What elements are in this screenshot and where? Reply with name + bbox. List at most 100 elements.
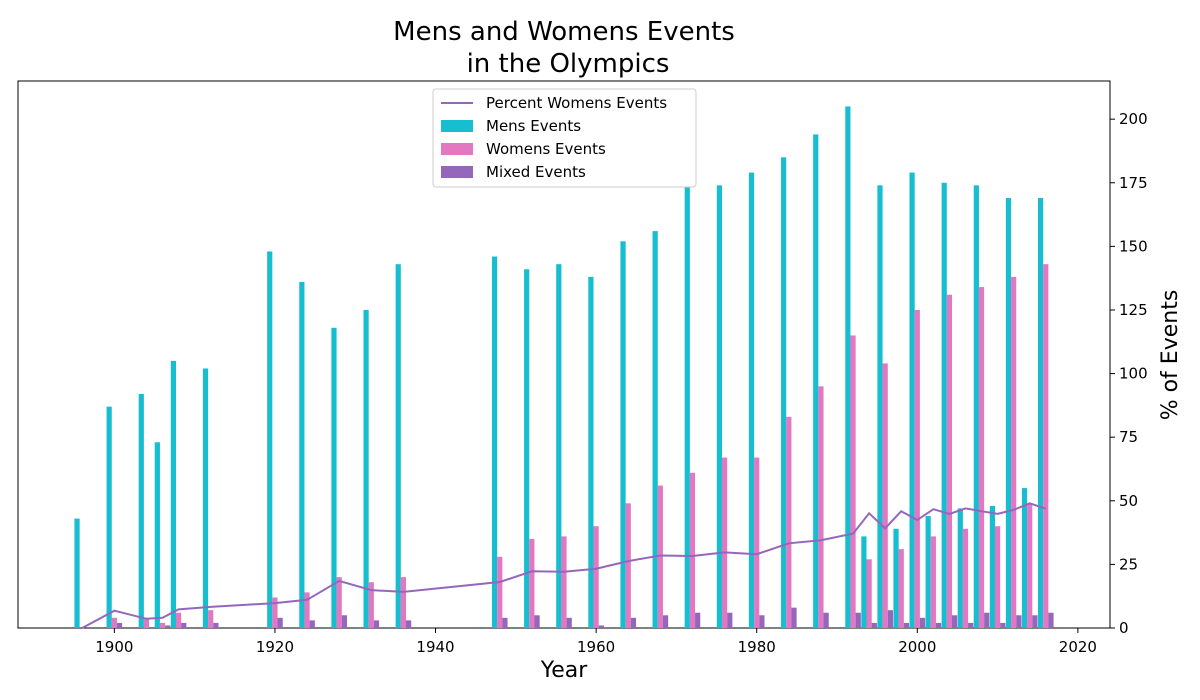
- mens-events-bar-2000: [909, 172, 915, 628]
- mixed-events-bar-1996: [887, 610, 893, 628]
- womens-events-bar-1936: [400, 577, 407, 628]
- mixed-events-bar-1968: [662, 615, 669, 628]
- mens-events-bar-1988: [813, 134, 819, 628]
- womens-events-bar-1976: [721, 457, 728, 628]
- mens-events-bar-2016: [1037, 198, 1044, 628]
- mens-events-bar-1948: [491, 256, 498, 628]
- mixed-events-bar-1900: [116, 622, 123, 628]
- mens-events-bar-1976: [716, 185, 722, 628]
- womens-events-bar-2012: [1011, 276, 1017, 628]
- mixed-events-bar-2016: [1048, 612, 1054, 628]
- womens-events-bar-1924: [304, 592, 310, 628]
- mens-events-bar-1906: [154, 442, 160, 628]
- x-tick-label-1920: 1920: [256, 638, 294, 656]
- x-tick-label-1900: 1900: [95, 638, 133, 656]
- womens-events-bar-1920: [272, 597, 278, 628]
- womens-events-bar-1906: [159, 622, 166, 628]
- mixed-events-bar-2006: [968, 622, 974, 628]
- mens-events-bar-1980: [748, 172, 755, 628]
- legend-label-percent-womens-events: Percent Womens Events: [486, 94, 667, 112]
- mens-events-bar-1994: [861, 536, 867, 628]
- mens-events-bar-1912: [202, 368, 209, 628]
- womens-events-bar-1912: [208, 610, 214, 628]
- womens-events-bar-1960: [593, 526, 599, 628]
- mens-events-bar-1896: [74, 518, 80, 628]
- x-tick-label-2000: 2000: [898, 638, 936, 656]
- mens-events-bar-2008: [973, 185, 979, 628]
- mens-events-bar-1968: [652, 231, 658, 628]
- mixed-events-bar-1936: [406, 620, 412, 628]
- y-tick-label-0: 0: [1119, 619, 1129, 637]
- x-axis-ticks: 1900 1920 1940 1960 1980 2000 2020: [95, 628, 1097, 656]
- mens-events-bar-2006: [957, 508, 963, 628]
- chart-title-line2: in the Olympics: [467, 49, 670, 79]
- mens-events-bar-2014: [1021, 488, 1028, 628]
- mens-events-bar-1900: [106, 406, 112, 628]
- womens-events-bar-2004: [946, 294, 953, 628]
- womens-events-bar-2008: [978, 287, 985, 628]
- mixed-events-bar-1920: [277, 617, 283, 628]
- bars-layer: [74, 106, 1054, 629]
- x-axis-label: Year: [540, 658, 589, 683]
- womens-events-bar-1984: [786, 416, 792, 628]
- mixed-events-bar-1998: [903, 622, 910, 628]
- mixed-events-bar-1992: [855, 612, 861, 628]
- womens-events-bar-2006: [962, 528, 969, 628]
- womens-events-bar-1964: [625, 503, 631, 628]
- mixed-events-bar-2000: [919, 617, 926, 628]
- mens-events-bar-2004: [941, 182, 947, 628]
- womens-events-bar-2010: [994, 526, 1001, 628]
- womens-events-bar-2000: [914, 309, 920, 628]
- mixed-events-bar-1924: [309, 620, 315, 628]
- womens-events-bar-1972: [689, 472, 696, 628]
- mixed-events-bar-1960: [598, 625, 604, 628]
- mixed-events-bar-1948: [502, 617, 508, 628]
- legend-label-mens-events: Mens Events: [486, 117, 581, 135]
- mens-events-bar-1998: [893, 528, 899, 628]
- legend-swatch-womens-events: [441, 143, 473, 155]
- mixed-events-bar-1956: [566, 617, 572, 628]
- mixed-events-bar-1988: [823, 612, 829, 628]
- mens-events-bar-1960: [588, 276, 594, 628]
- mens-events-bar-1964: [620, 241, 626, 628]
- y-tick-label-175: 175: [1119, 174, 1148, 192]
- mixed-events-bar-1994: [871, 622, 877, 628]
- mens-events-bar-1924: [299, 281, 305, 628]
- y-tick-label-75: 75: [1119, 428, 1138, 446]
- mens-events-bar-1932: [363, 309, 369, 628]
- mens-events-bar-2010: [989, 505, 995, 628]
- mixed-events-bar-1952: [534, 615, 540, 628]
- mens-events-bar-1984: [781, 157, 787, 629]
- womens-events-bar-1952: [529, 538, 535, 628]
- y-tick-label-150: 150: [1119, 237, 1148, 255]
- mens-events-bar-2012: [1005, 198, 1012, 628]
- mens-events-bar-1920: [267, 251, 273, 629]
- mens-events-bar-1904: [138, 393, 144, 628]
- mens-events-bar-1936: [395, 264, 401, 628]
- womens-events-bar-1948: [497, 556, 503, 628]
- womens-events-bar-1932: [368, 582, 374, 628]
- womens-events-bar-2002: [930, 536, 936, 628]
- legend-box: [432, 88, 697, 188]
- legend-label-womens-events: Womens Events: [486, 140, 606, 158]
- mixed-events-bar-1932: [373, 620, 380, 628]
- y-axis-ticks: 0 25 50 75 100 125 150 175 200: [1110, 110, 1148, 637]
- x-tick-label-1940: 1940: [416, 638, 454, 656]
- womens-events-bar-1904: [143, 617, 150, 628]
- womens-events-bar-1980: [754, 457, 760, 628]
- mens-events-bar-1952: [524, 269, 530, 628]
- mens-events-bar-1908: [170, 360, 176, 628]
- womens-events-bar-1998: [898, 549, 904, 628]
- mixed-events-bar-2004: [952, 615, 958, 628]
- percent-womens-events-line: [81, 502, 1047, 629]
- mixed-events-bar-1980: [759, 615, 765, 628]
- mixed-events-bar-1912: [213, 622, 219, 628]
- womens-events-bar-1992: [850, 335, 856, 628]
- womens-events-bar-1956: [561, 536, 567, 628]
- womens-events-bar-2016: [1043, 264, 1049, 628]
- mixed-events-bar-2014: [1032, 615, 1038, 628]
- chart-title-line1: Mens and Womens Events: [393, 17, 735, 47]
- womens-events-bar-1900: [111, 617, 117, 628]
- womens-events-bar-1996: [882, 363, 888, 628]
